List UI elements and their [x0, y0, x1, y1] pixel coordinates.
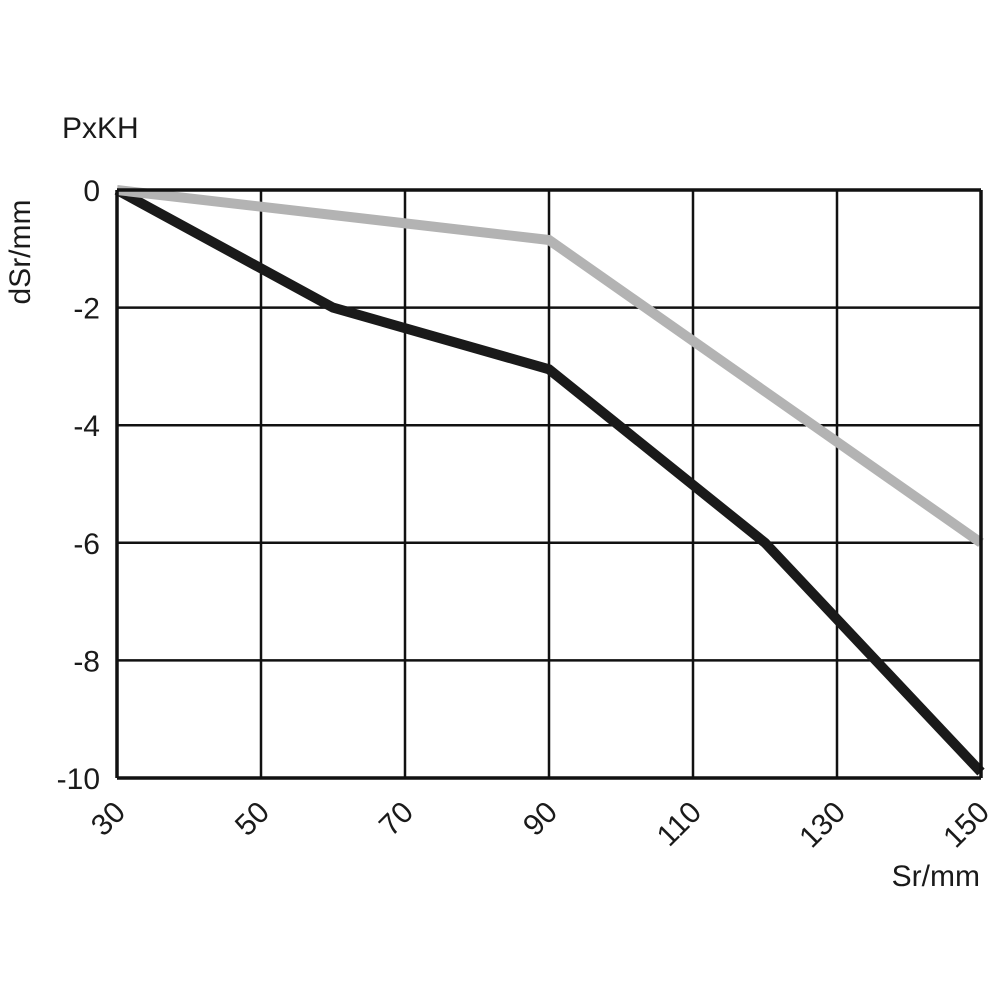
- plot-frame: [115, 188, 983, 780]
- x-tick-label-130: 130: [793, 796, 852, 855]
- x-tick-label-70: 70: [373, 796, 420, 843]
- x-tick-labels: 30 50 70 90 110 130 150: [85, 796, 996, 855]
- x-tick-label-30: 30: [85, 796, 132, 843]
- series-group: [114, 185, 985, 776]
- x-axis-label: Sr/mm: [892, 860, 980, 893]
- x-tick-label-90: 90: [517, 796, 564, 843]
- y-tick-label--4: -4: [73, 410, 100, 443]
- x-tick-label-110: 110: [651, 796, 708, 853]
- chart-title: PxKH: [62, 112, 139, 145]
- y-tick-label--2: -2: [73, 293, 100, 326]
- y-tick-label--10: -10: [57, 763, 100, 796]
- y-tick-labels: 0 -2 -4 -6 -8 -10: [57, 175, 100, 796]
- y-axis-label: dSr/mm: [4, 200, 37, 305]
- x-tick-label-150: 150: [937, 796, 996, 855]
- grid: [115, 188, 983, 780]
- y-tick-label--6: -6: [73, 528, 100, 561]
- y-tick-label--8: -8: [73, 645, 100, 678]
- series-line-1: [114, 185, 985, 776]
- series-line-2: [116, 185, 984, 547]
- y-tick-label-0: 0: [83, 175, 100, 208]
- x-tick-label-50: 50: [229, 796, 276, 843]
